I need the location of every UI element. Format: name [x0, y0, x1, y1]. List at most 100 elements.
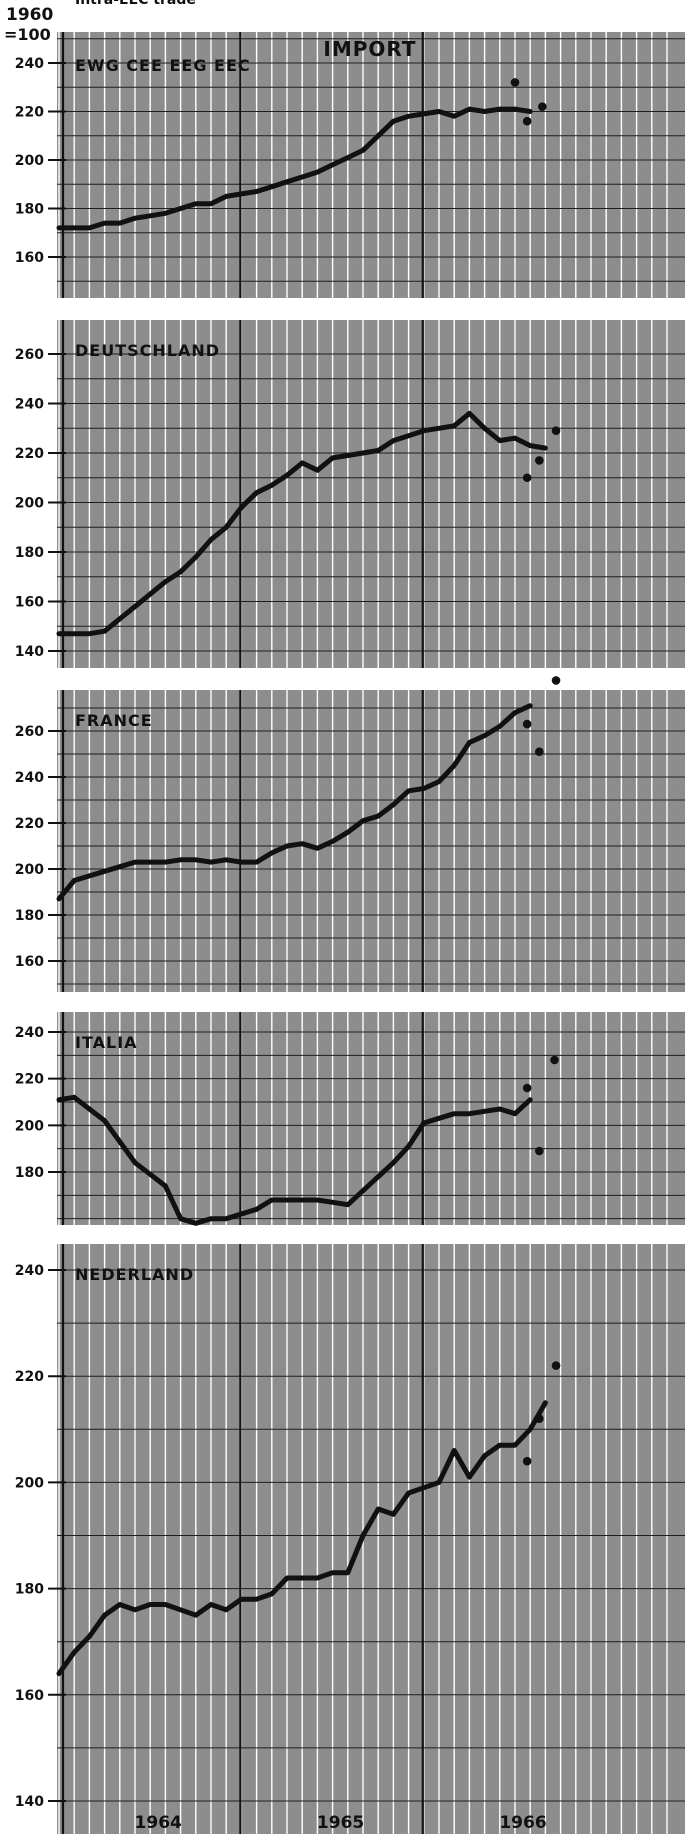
data-point: [407, 1491, 411, 1495]
data-point: [543, 446, 547, 450]
data-point: [483, 1109, 487, 1113]
data-point: [103, 869, 107, 873]
data-point: [513, 107, 517, 111]
data-point: [209, 538, 213, 542]
data-point: [498, 107, 502, 111]
data-point: [467, 411, 471, 415]
data-point: [57, 226, 61, 230]
data-point: [103, 1119, 107, 1123]
data-point: [391, 119, 395, 123]
data-point: [270, 851, 274, 855]
data-point: [543, 1401, 547, 1405]
data-point: [133, 860, 137, 864]
y-tick-label: 200: [15, 496, 44, 512]
data-point: [239, 1597, 243, 1601]
scatter-point: [538, 102, 547, 111]
series-line: [56, 703, 533, 902]
data-point: [133, 216, 137, 220]
data-point: [361, 451, 365, 455]
y-tick-label: 200: [15, 1475, 44, 1491]
data-point: [331, 1571, 335, 1575]
panel-4: 180 200 220 240 ITALIA: [15, 1012, 685, 1226]
panel-background: [57, 32, 685, 298]
data-point: [513, 711, 517, 715]
scatter-point: [535, 1414, 544, 1423]
data-point: [361, 1189, 365, 1193]
data-point: [331, 456, 335, 460]
scatter-point: [535, 1146, 544, 1156]
year-label-1964: 1964: [135, 1813, 182, 1833]
data-point: [270, 1198, 274, 1202]
data-point: [148, 1172, 152, 1176]
data-point: [103, 1613, 107, 1617]
chart-panels: 160 180 200 220 240 EWG CEE EEG EEC 140 160 180 2…: [15, 32, 685, 1834]
data-point: [391, 1512, 395, 1516]
panel-background: [57, 320, 685, 668]
data-point: [498, 1107, 502, 1111]
y-tick-label: 140: [15, 644, 44, 660]
panel-background: [57, 690, 685, 992]
data-point: [239, 505, 243, 509]
data-point: [224, 525, 228, 529]
data-point: [255, 1597, 259, 1601]
data-point: [346, 1203, 350, 1207]
data-point: [194, 1221, 198, 1225]
series-line: [56, 106, 533, 231]
year-label-1965: 1965: [317, 1813, 364, 1833]
data-point: [513, 1112, 517, 1116]
scatter-point: [522, 719, 532, 729]
y-tick-label: 200: [15, 862, 44, 878]
scatter-point: [522, 473, 532, 483]
data-point: [255, 860, 259, 864]
data-point: [528, 444, 532, 448]
data-point: [437, 110, 441, 113]
data-point: [331, 163, 335, 167]
data-point: [528, 1427, 532, 1431]
data-point: [133, 1161, 137, 1165]
data-point: [118, 865, 122, 869]
data-point: [179, 207, 183, 210]
data-point: [239, 192, 243, 196]
data-point: [239, 860, 243, 864]
data-point: [224, 194, 228, 198]
data-point: [300, 842, 304, 846]
y-tick-label: 180: [15, 202, 44, 218]
data-point: [452, 424, 456, 428]
data-point: [209, 1217, 213, 1221]
data-point: [346, 1571, 350, 1575]
data-point: [133, 604, 137, 608]
y-tick-label: 180: [15, 1165, 44, 1181]
data-point: [179, 1608, 183, 1612]
data-point: [422, 1486, 426, 1490]
y-tick-label: 260: [15, 347, 44, 363]
data-point: [315, 468, 319, 472]
data-point: [376, 814, 380, 818]
y-tick-label: 180: [15, 908, 44, 924]
data-point: [118, 1603, 122, 1607]
data-point: [391, 1161, 395, 1165]
y-tick-label: 240: [15, 56, 44, 72]
data-point: [361, 1534, 365, 1537]
data-point: [72, 879, 76, 882]
data-point: [87, 874, 91, 878]
y-tick-label: 160: [15, 250, 44, 266]
data-point: [391, 439, 395, 443]
data-point: [498, 439, 502, 443]
data-point: [467, 1475, 471, 1479]
data-point: [255, 491, 259, 495]
data-point: [57, 897, 61, 901]
data-point: [376, 1507, 380, 1511]
data-point: [224, 1608, 228, 1612]
data-point: [300, 1198, 304, 1202]
data-point: [346, 830, 350, 834]
data-point: [483, 110, 487, 113]
data-point: [163, 211, 167, 215]
panel-1: 160 180 200 220 240 EWG CEE EEG EEC: [15, 32, 685, 298]
data-point: [376, 134, 380, 138]
y-tick-label: 240: [15, 397, 44, 413]
x-axis-year-labels: 1964 1965 1966: [135, 1813, 547, 1833]
data-point: [163, 1603, 167, 1607]
data-point: [285, 180, 289, 184]
y-tick-label: 220: [15, 1072, 44, 1088]
